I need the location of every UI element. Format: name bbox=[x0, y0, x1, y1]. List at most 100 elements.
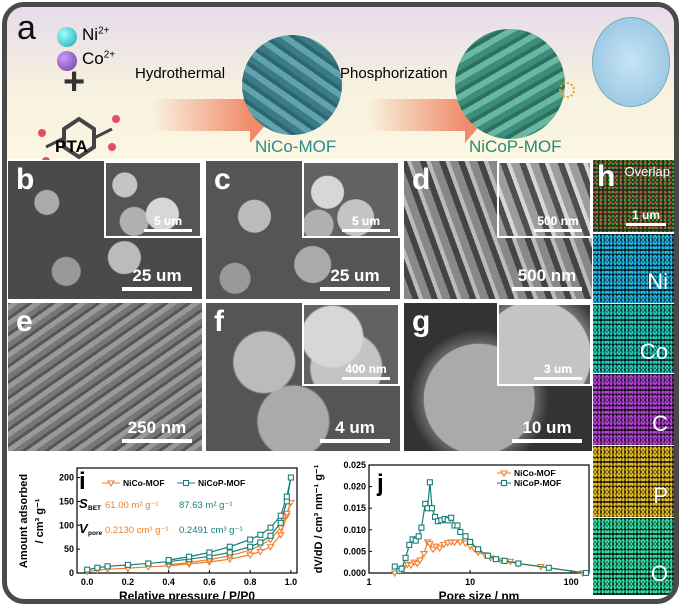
data-point-square bbox=[247, 543, 254, 550]
sem-panel-d: d 500 nm 500 nm bbox=[403, 160, 593, 300]
mapping-c: C bbox=[593, 374, 674, 446]
mapping-ni: Ni bbox=[593, 234, 674, 304]
x-tick-label: 0.0 bbox=[81, 577, 94, 587]
inset-scale-text: 500 nm bbox=[537, 214, 579, 228]
ni-ion-icon bbox=[57, 27, 77, 47]
scale-bar-line bbox=[534, 229, 582, 232]
data-point-triangle bbox=[282, 510, 291, 518]
scale-bar-line bbox=[320, 287, 390, 291]
scale-text: 10 um bbox=[522, 418, 572, 437]
y-tick-label: 0.000 bbox=[343, 568, 366, 578]
nico-mof-sphere bbox=[242, 35, 342, 135]
data-point-triangle bbox=[266, 544, 275, 551]
x-tick-label: 1.0 bbox=[285, 577, 298, 587]
panel-label: e bbox=[16, 305, 33, 338]
panel-label: g bbox=[412, 305, 431, 338]
nicop-mof-label: NiCoP-MOF bbox=[469, 137, 562, 156]
overlap-label: Overlap bbox=[624, 164, 670, 179]
scale-bar: 10 um bbox=[512, 418, 582, 443]
data-point-square bbox=[206, 549, 213, 556]
panel-label: a bbox=[17, 9, 36, 47]
sem-inset: 500 nm bbox=[497, 161, 592, 238]
data-point-square bbox=[287, 474, 294, 481]
data-point-triangle bbox=[456, 539, 465, 546]
y-tick-label: 200 bbox=[59, 473, 74, 483]
nanosheet-magnified bbox=[592, 17, 670, 107]
y-tick-label: 0.010 bbox=[343, 525, 366, 535]
panel-label: c bbox=[214, 163, 231, 196]
data-point-square bbox=[185, 553, 193, 560]
element-label: Ni bbox=[647, 269, 668, 294]
inset-scale-text: 5 um bbox=[351, 214, 380, 228]
pta-label: PTA bbox=[55, 137, 88, 156]
legend-label: NiCo-MOF bbox=[123, 478, 165, 488]
inset-scale-text: 5 um bbox=[153, 214, 182, 228]
sem-panel-g: g 3 um 10 um bbox=[403, 302, 593, 452]
plot-frame bbox=[76, 467, 298, 574]
scale-bar-line bbox=[342, 229, 390, 232]
ni-charge: 2+ bbox=[98, 25, 110, 37]
data-point-square bbox=[283, 493, 290, 500]
y-axis-label: Amount adsorbed bbox=[18, 474, 30, 568]
ni-text: Ni bbox=[82, 25, 99, 44]
ni-label: Ni2+ bbox=[82, 25, 109, 45]
panel-a-schematic: a Ni2+ Co2+ + PTA Hydrothermal NiCo-MOF … bbox=[7, 7, 674, 165]
zoom-circle bbox=[559, 82, 575, 98]
scale-bar: 25 um bbox=[122, 266, 192, 291]
y-tick-label: 0.015 bbox=[343, 503, 366, 513]
data-point-square bbox=[165, 557, 172, 564]
y-tick-label: 0 bbox=[69, 568, 74, 578]
data-point-triangle bbox=[439, 541, 448, 549]
inset-scale-text: 3 um bbox=[543, 361, 572, 376]
legend-label: NiCoP-MOF bbox=[198, 478, 245, 488]
x-tick-label: 0.8 bbox=[244, 577, 257, 587]
sem-panel-e: e 250 nm bbox=[7, 302, 203, 452]
data-point-triangle bbox=[107, 480, 115, 488]
data-point-triangle bbox=[500, 470, 508, 478]
legend-label: NiCoP-MOF bbox=[514, 478, 561, 488]
data-point-triangle bbox=[416, 557, 425, 565]
series-line-nicop-mof bbox=[87, 477, 292, 571]
data-point-triangle bbox=[256, 548, 265, 556]
element-label: C bbox=[652, 411, 668, 436]
data-point-triangle bbox=[450, 539, 459, 547]
mapping-p: P bbox=[593, 446, 674, 518]
scale-bar-line bbox=[626, 223, 666, 226]
data-point-square bbox=[582, 569, 590, 577]
x-axis-label: Pore size / nm bbox=[439, 589, 520, 603]
data-point-triangle bbox=[413, 560, 422, 568]
panel-label: b bbox=[16, 163, 35, 196]
data-point-triangle bbox=[425, 541, 434, 548]
scale-text: 500 nm bbox=[517, 266, 577, 285]
data-point-square bbox=[462, 533, 469, 540]
scale-text: 4 um bbox=[335, 418, 375, 437]
y-axis-label-units: / cm³ g⁻¹ bbox=[34, 498, 46, 543]
scale-text: 25 um bbox=[132, 266, 182, 285]
chart-i-isotherm: 0 50 100 150 200 0.0 0.2 0.4 0.6 0.8 1.0 Relative p… bbox=[18, 467, 298, 603]
inset-scale-text: 400 nm bbox=[345, 361, 387, 376]
y-tick-label: 0.005 bbox=[343, 546, 366, 556]
scale-bar: 250 nm bbox=[122, 418, 192, 443]
sem-inset: 5 um bbox=[302, 161, 400, 238]
series-line-nico-mof bbox=[87, 502, 292, 573]
inset-scale-bar: 3 um bbox=[534, 362, 582, 380]
data-point-triangle bbox=[420, 551, 428, 558]
data-point-square bbox=[104, 563, 111, 570]
y-tick-label: 150 bbox=[59, 496, 74, 506]
data-point-square bbox=[406, 541, 413, 548]
data-point-square bbox=[267, 524, 274, 531]
inset-scale-bar: 5 um bbox=[144, 214, 192, 232]
inset-scale-bar: 5 um bbox=[342, 214, 390, 232]
element-label: Co bbox=[639, 339, 668, 364]
scale-text: 25 um bbox=[330, 266, 380, 285]
x-axis-label: Relative pressure / P/P0 bbox=[119, 589, 255, 603]
scale-bar-line bbox=[320, 439, 390, 443]
data-point-square bbox=[492, 556, 499, 563]
data-point-square bbox=[428, 505, 436, 512]
data-point-square bbox=[475, 546, 482, 553]
co-ion-icon bbox=[57, 51, 77, 71]
sem-inset: 5 um bbox=[104, 161, 202, 238]
data-point-square bbox=[500, 479, 508, 487]
data-point-square bbox=[402, 554, 409, 561]
